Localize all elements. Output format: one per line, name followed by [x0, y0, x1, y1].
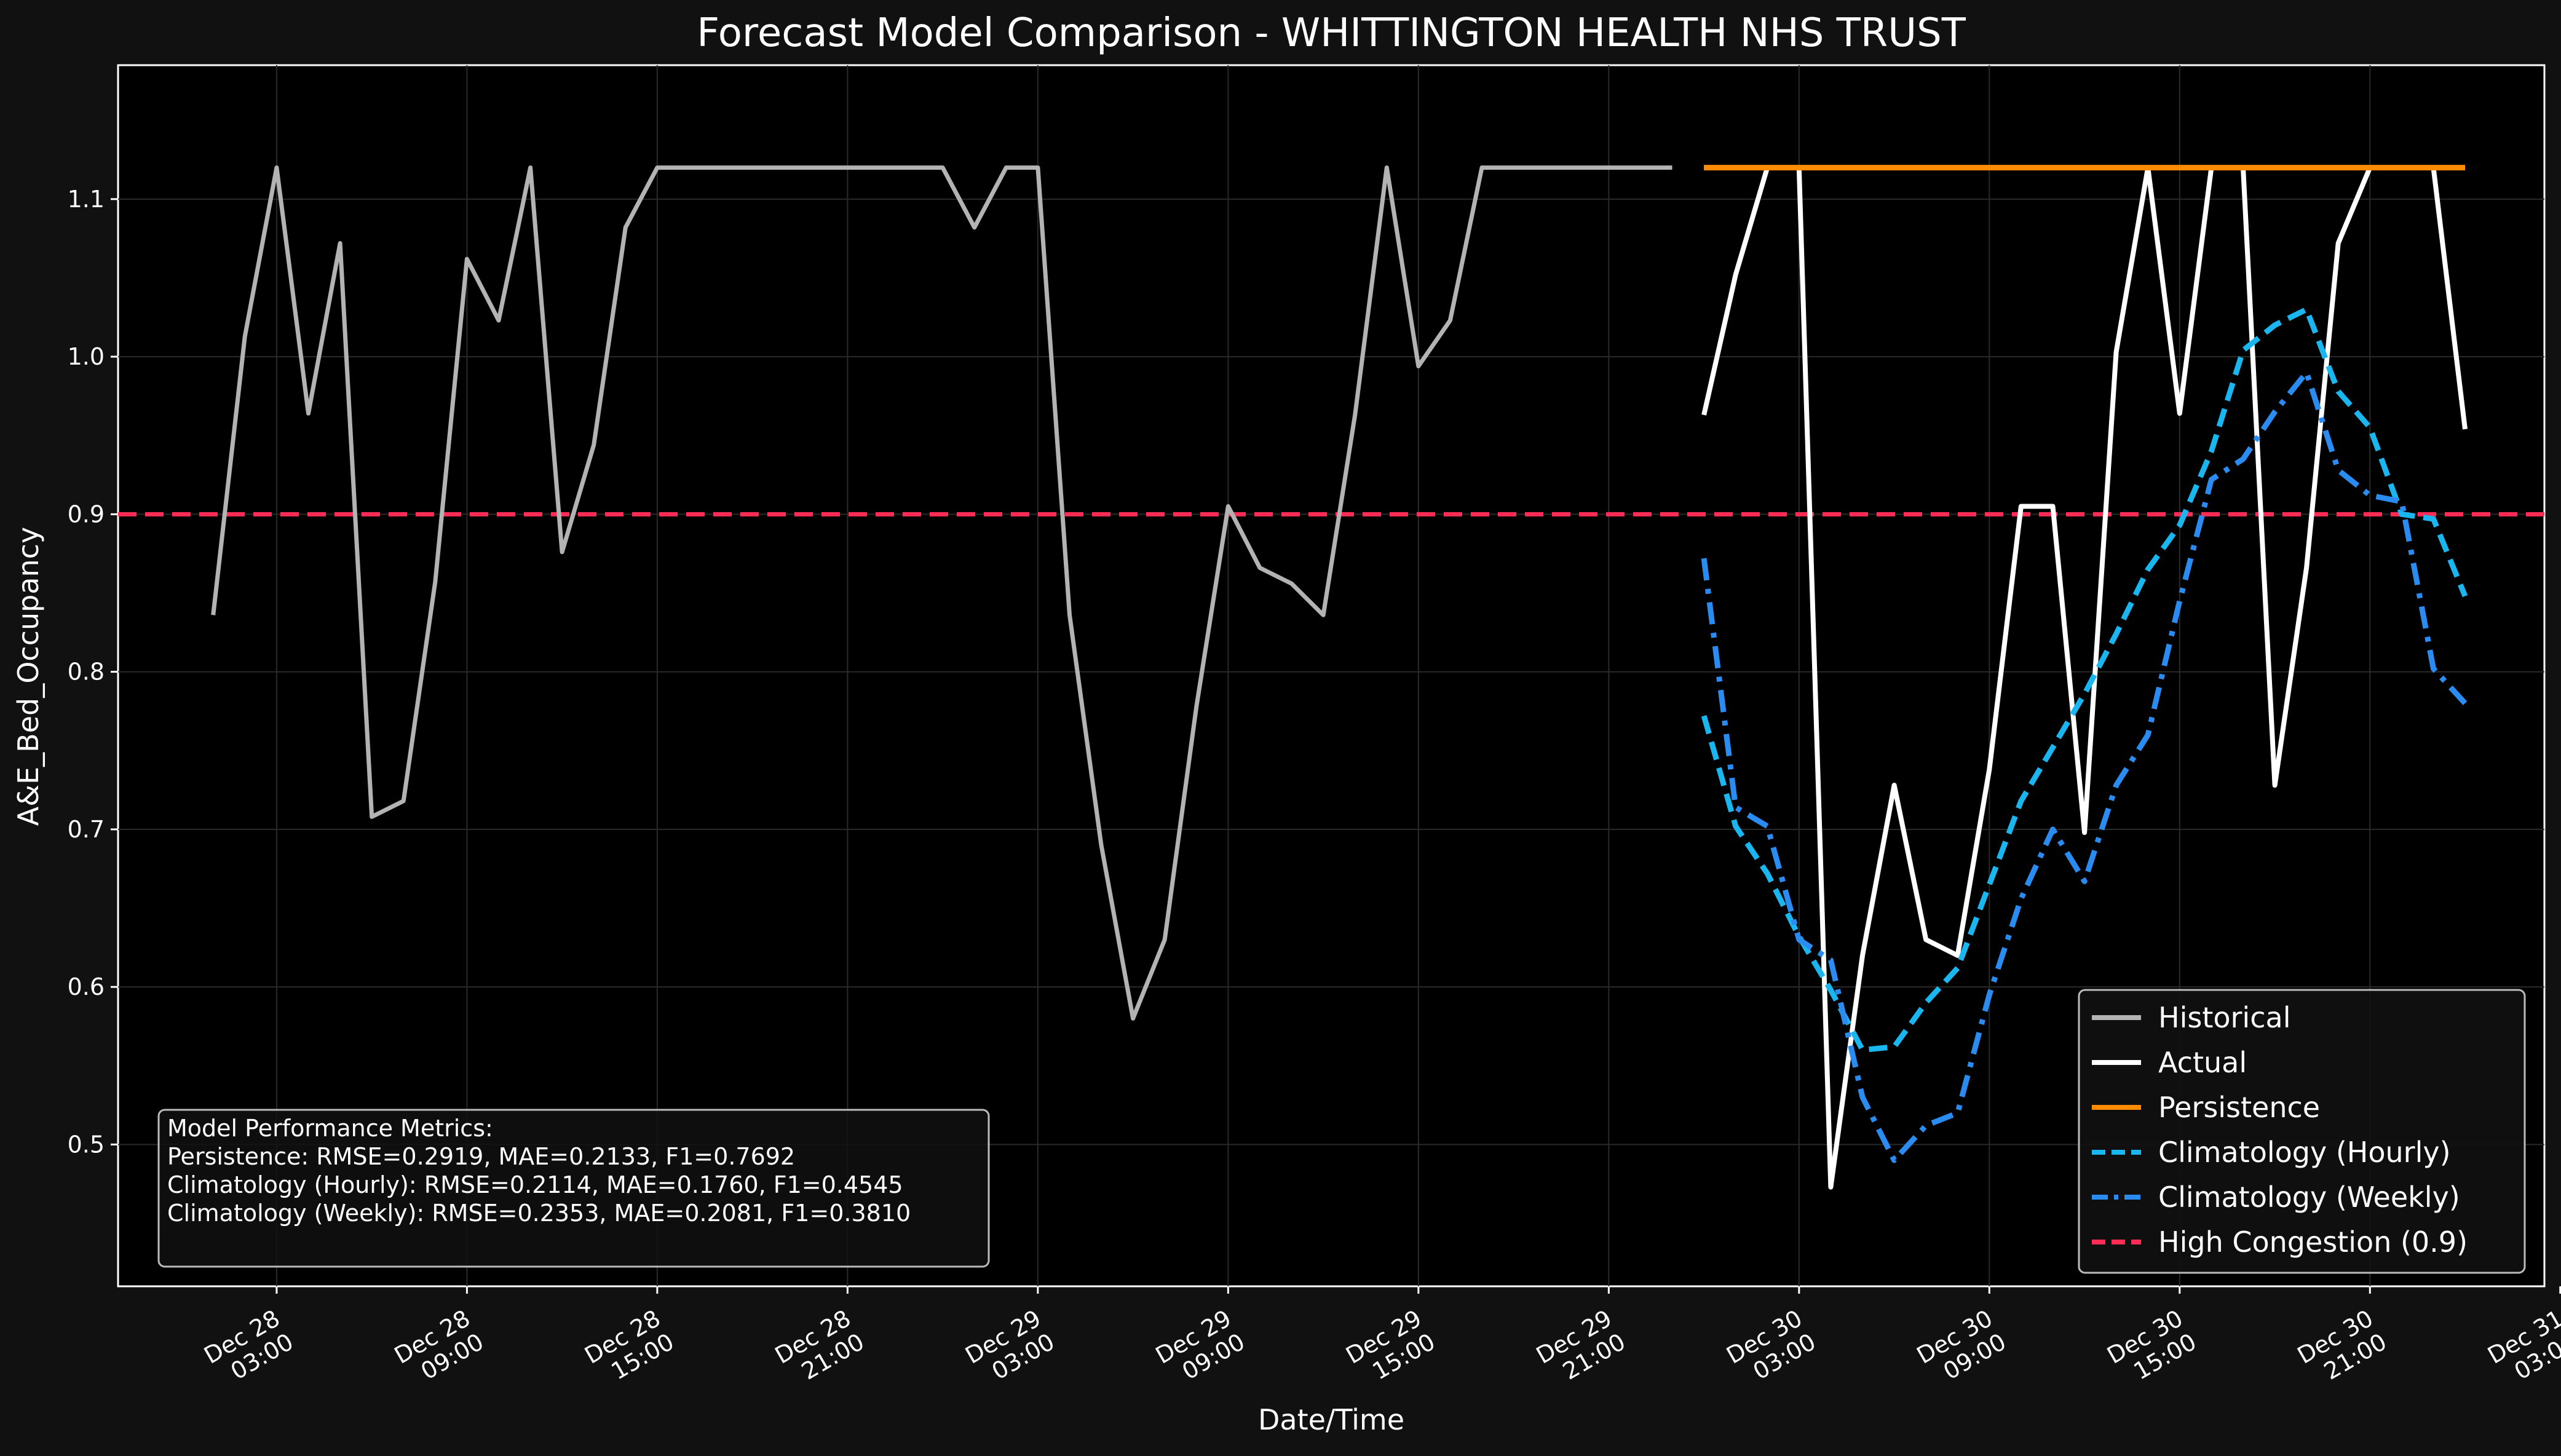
y-tick-label: 1.0	[68, 343, 105, 370]
legend-label: Actual	[2158, 1046, 2247, 1079]
x-axis-label: Date/Time	[1258, 1403, 1404, 1436]
y-tick-label: 1.1	[68, 186, 105, 213]
y-tick-label: 0.6	[68, 973, 105, 1000]
y-axis-label: A&E_Bed_Occupancy	[12, 527, 45, 826]
series-climatology-hourly-line	[1701, 306, 2468, 1053]
y-axis: 0.5 0.6 0.7 0.8 0.9 1.0 1.1	[68, 186, 118, 1158]
legend-label: High Congestion (0.9)	[2158, 1225, 2468, 1259]
series-actual-line	[1701, 165, 2468, 1190]
legend: Historical Actual Persistence Climatology (…	[2078, 989, 2526, 1274]
legend-label: Historical	[2158, 1001, 2290, 1034]
metrics-line-hourly: Climatology (Hourly): RMSE=0.2114, MAE=0…	[167, 1171, 903, 1198]
y-tick-label: 0.5	[68, 1131, 105, 1158]
y-tick-label: 0.7	[68, 816, 105, 843]
metrics-box: Model Performance Metrics: Persistence: …	[157, 1109, 990, 1268]
chart-title: Forecast Model Comparison - WHITTINGTON …	[697, 10, 1966, 56]
metrics-line-persistence: Persistence: RMSE=0.2919, MAE=0.2133, F1…	[167, 1143, 795, 1170]
series-climatology-weekly-line	[1701, 370, 2468, 1163]
metrics-box-frame	[157, 1109, 990, 1268]
series-historical-line	[211, 165, 1672, 1021]
metrics-title: Model Performance Metrics:	[167, 1115, 493, 1142]
y-tick-label: 0.9	[68, 501, 105, 528]
series-layer	[118, 165, 2544, 1190]
y-tick-label: 0.8	[68, 659, 105, 686]
metrics-line-weekly: Climatology (Weekly): RMSE=0.2353, MAE=0…	[167, 1200, 911, 1227]
legend-label: Persistence	[2158, 1091, 2320, 1124]
legend-label: Climatology (Hourly)	[2158, 1136, 2451, 1169]
legend-label: Climatology (Weekly)	[2158, 1181, 2460, 1214]
legend-frame	[2078, 989, 2526, 1274]
